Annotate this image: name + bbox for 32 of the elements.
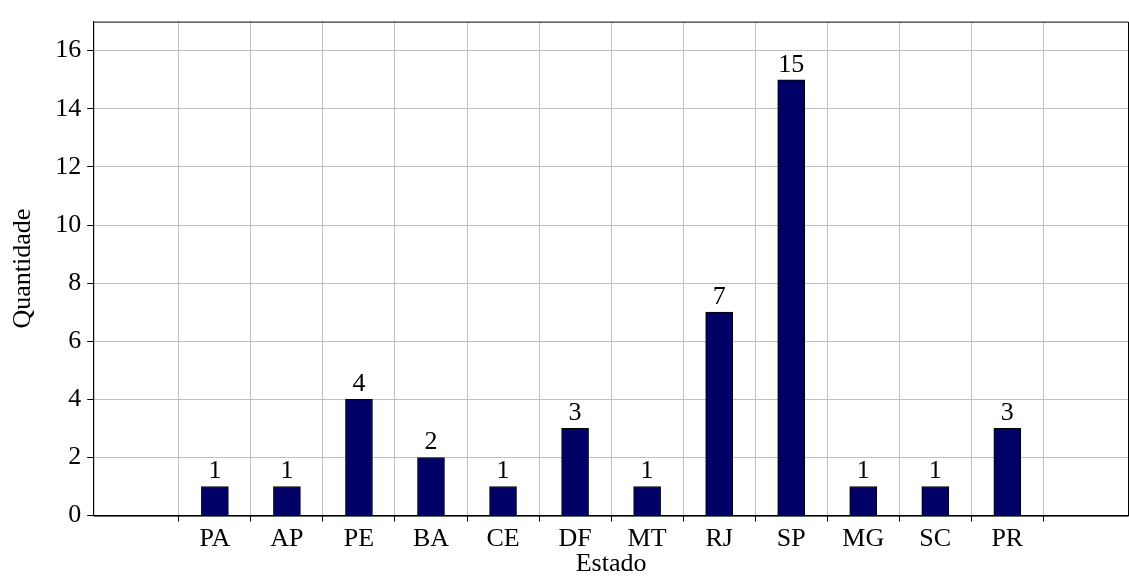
x-tick-label: MG	[842, 523, 885, 553]
y-tick-label: 8	[68, 266, 82, 296]
y-tick-label: 2	[68, 441, 82, 471]
y-tick-label: 6	[68, 325, 82, 355]
y-tick-label: 14	[55, 92, 82, 122]
data-label: 3	[568, 397, 582, 427]
y-axis-title: Quantidade	[7, 208, 37, 329]
data-label: 1	[496, 455, 510, 485]
data-label: 2	[424, 426, 438, 456]
x-tick-label: CE	[486, 523, 520, 553]
x-tick-label: RJ	[705, 523, 733, 553]
data-label: 1	[856, 455, 870, 485]
y-tick-label: 10	[55, 208, 82, 238]
data-label: 1	[640, 455, 654, 485]
data-label: 1	[928, 455, 942, 485]
data-label: 15	[778, 48, 805, 78]
x-tick-label: BA	[412, 523, 450, 553]
data-label: 1	[208, 455, 222, 485]
data-label: 7	[712, 281, 726, 311]
y-tick-label: 0	[68, 499, 82, 529]
x-tick-label: SP	[776, 523, 806, 553]
x-tick-label: SC	[919, 523, 952, 553]
y-tick-label: 4	[68, 383, 82, 413]
y-tick-label: 16	[55, 34, 82, 64]
x-tick-label: PR	[991, 523, 1024, 553]
data-label: 4	[352, 368, 366, 398]
y-tick-label: 12	[55, 150, 82, 180]
x-tick-label: PE	[343, 523, 375, 553]
x-tick-label: PA	[199, 523, 231, 553]
x-tick-label: AP	[270, 523, 304, 553]
data-label: 3	[1000, 397, 1014, 427]
data-label: 1	[280, 455, 294, 485]
